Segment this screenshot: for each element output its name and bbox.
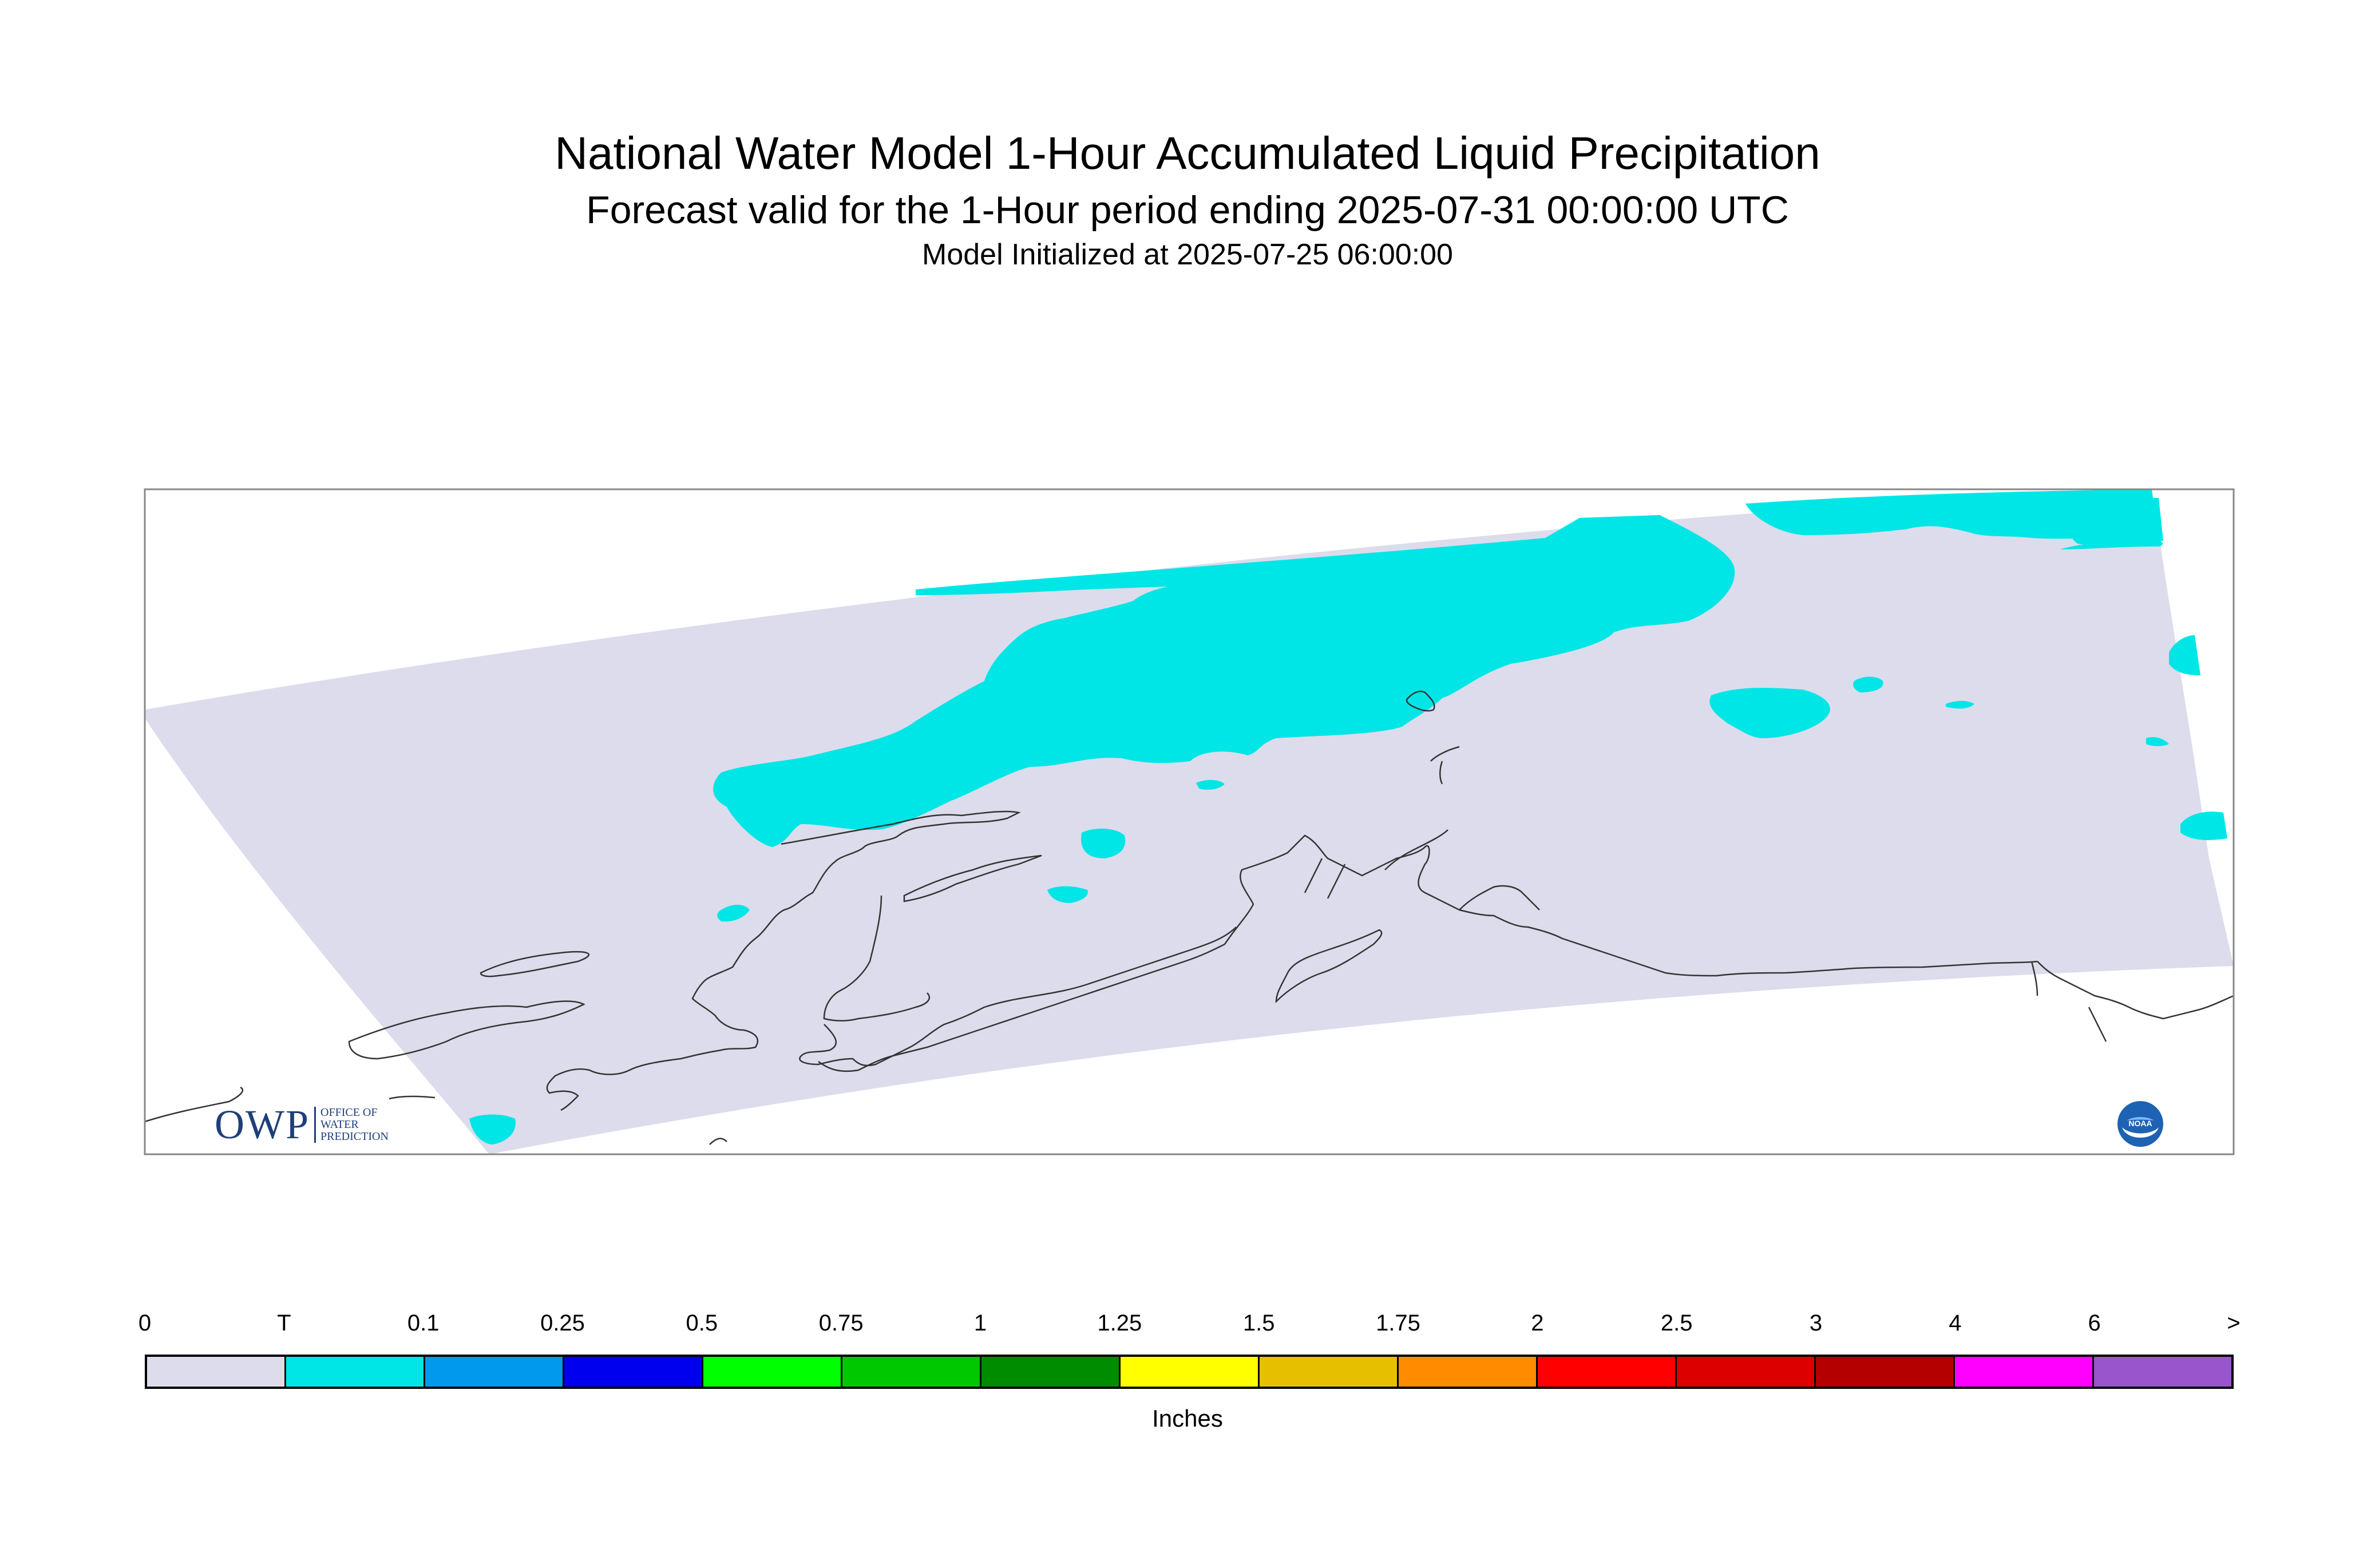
trace-precip-areas (469, 489, 2227, 1145)
legend-bin (286, 1357, 425, 1387)
coastline-south-fragment (709, 1138, 727, 1145)
legend-label: 1.25 (1097, 1310, 1142, 1336)
legend-label: > (2227, 1310, 2241, 1336)
precip-area-north (1745, 489, 2158, 539)
title-block: National Water Model 1-Hour Accumulated … (0, 0, 2375, 286)
coastline-alaska-peninsula (818, 943, 1225, 1072)
coastline-kodiak (1275, 929, 1383, 1004)
legend-label: 0.25 (540, 1310, 585, 1336)
legend-label: T (277, 1310, 291, 1336)
coastline-southeast (2037, 961, 2234, 1020)
coastline-norton-sound (903, 854, 1042, 902)
coastline-arctic-2 (1430, 746, 1460, 785)
legend-label: 0 (138, 1310, 152, 1336)
coastline-western-alaska (546, 810, 1021, 1111)
legend-bin (2094, 1357, 2231, 1387)
precip-area-w-4 (717, 905, 750, 922)
precip-area-east-3 (1946, 700, 1974, 709)
model-init-time: Model Initialized at 2025-07-25 06:00:00 (922, 238, 1453, 271)
legend-bin (703, 1357, 842, 1387)
precip-area-w-2 (1196, 779, 1225, 790)
precip-area-main (713, 515, 1735, 847)
legend-label: 1.5 (1242, 1310, 1275, 1336)
coastline-prince-william (1459, 885, 1540, 910)
precip-area-sw (469, 1114, 516, 1145)
legend-label: 2 (1531, 1310, 1544, 1336)
precip-area-east-lobe (2068, 498, 2163, 545)
map-title: National Water Model 1-Hour Accumulated … (555, 128, 1820, 179)
legend-bin (842, 1357, 981, 1387)
coastline-st-lawrence (480, 951, 590, 977)
legend-bin (981, 1357, 1121, 1387)
legend-label: 2.5 (1660, 1310, 1693, 1336)
model-domain (145, 489, 2234, 1154)
legend-bin (425, 1357, 564, 1387)
legend-bin (1955, 1357, 2094, 1387)
legend-bin (1677, 1357, 1816, 1387)
legend-label: 3 (1809, 1310, 1823, 1336)
coastline-bristol-bay (799, 926, 1237, 1067)
precip-area-east-2 (1853, 676, 1883, 692)
legend-bin (1260, 1357, 1399, 1387)
legend-bin (147, 1357, 286, 1387)
legend-label: 1.75 (1376, 1310, 1420, 1336)
precip-area-east-1 (1709, 688, 1830, 738)
owp-logo: OWP Office of Water Prediction (215, 1102, 389, 1147)
coastline-russia-south (145, 1086, 436, 1123)
owp-logo-mark: OWP (215, 1101, 310, 1147)
legend-bin (1399, 1357, 1538, 1387)
coastline-yukon (1384, 829, 1448, 870)
coastlines (145, 690, 2234, 1145)
precip-color-legend (145, 1355, 2234, 1389)
legend-label: 4 (1949, 1310, 1962, 1336)
coastline-yukon-delta (1304, 858, 1346, 899)
legend-label: 0.5 (686, 1310, 718, 1336)
coastline-canada (2030, 961, 2107, 1042)
legend-units: Inches (1152, 1405, 1223, 1432)
precip-area-w-3 (1047, 886, 1088, 903)
legend-bin (564, 1357, 703, 1387)
legend-labels: 0 T 0.1 0.25 0.5 0.75 1 1.25 1.5 1.75 2 2.5 3 4 6 > (0, 1310, 2375, 1351)
owp-logo-text: Office of Water Prediction (314, 1106, 389, 1143)
precip-area-w-1 (1081, 829, 1126, 858)
coastline-arctic-1 (1406, 690, 1435, 712)
precip-area-east-4 (2146, 737, 2169, 746)
precip-area-east-6 (2180, 811, 2227, 840)
legend-bin (1538, 1357, 1677, 1387)
legend-label: 0.1 (407, 1310, 440, 1336)
legend-bin (1816, 1357, 1955, 1387)
precip-area-east-5 (2169, 635, 2200, 675)
coastline-chukotka (348, 1000, 585, 1060)
legend-label: 0.75 (818, 1310, 864, 1336)
map-frame (144, 488, 2235, 1155)
legend-label: 6 (2088, 1310, 2101, 1336)
noaa-logo-text: NOAA (2128, 1119, 2152, 1128)
coastline-interior (823, 895, 931, 1021)
legend-label: 1 (973, 1310, 987, 1336)
legend-bin (1121, 1357, 1260, 1387)
coastline-cook-inlet (1224, 834, 2038, 977)
precip-area-ne (2060, 541, 2163, 549)
map-subtitle: Forecast valid for the 1-Hour period end… (586, 188, 1789, 232)
noaa-seal-icon: NOAA (2117, 1101, 2163, 1147)
